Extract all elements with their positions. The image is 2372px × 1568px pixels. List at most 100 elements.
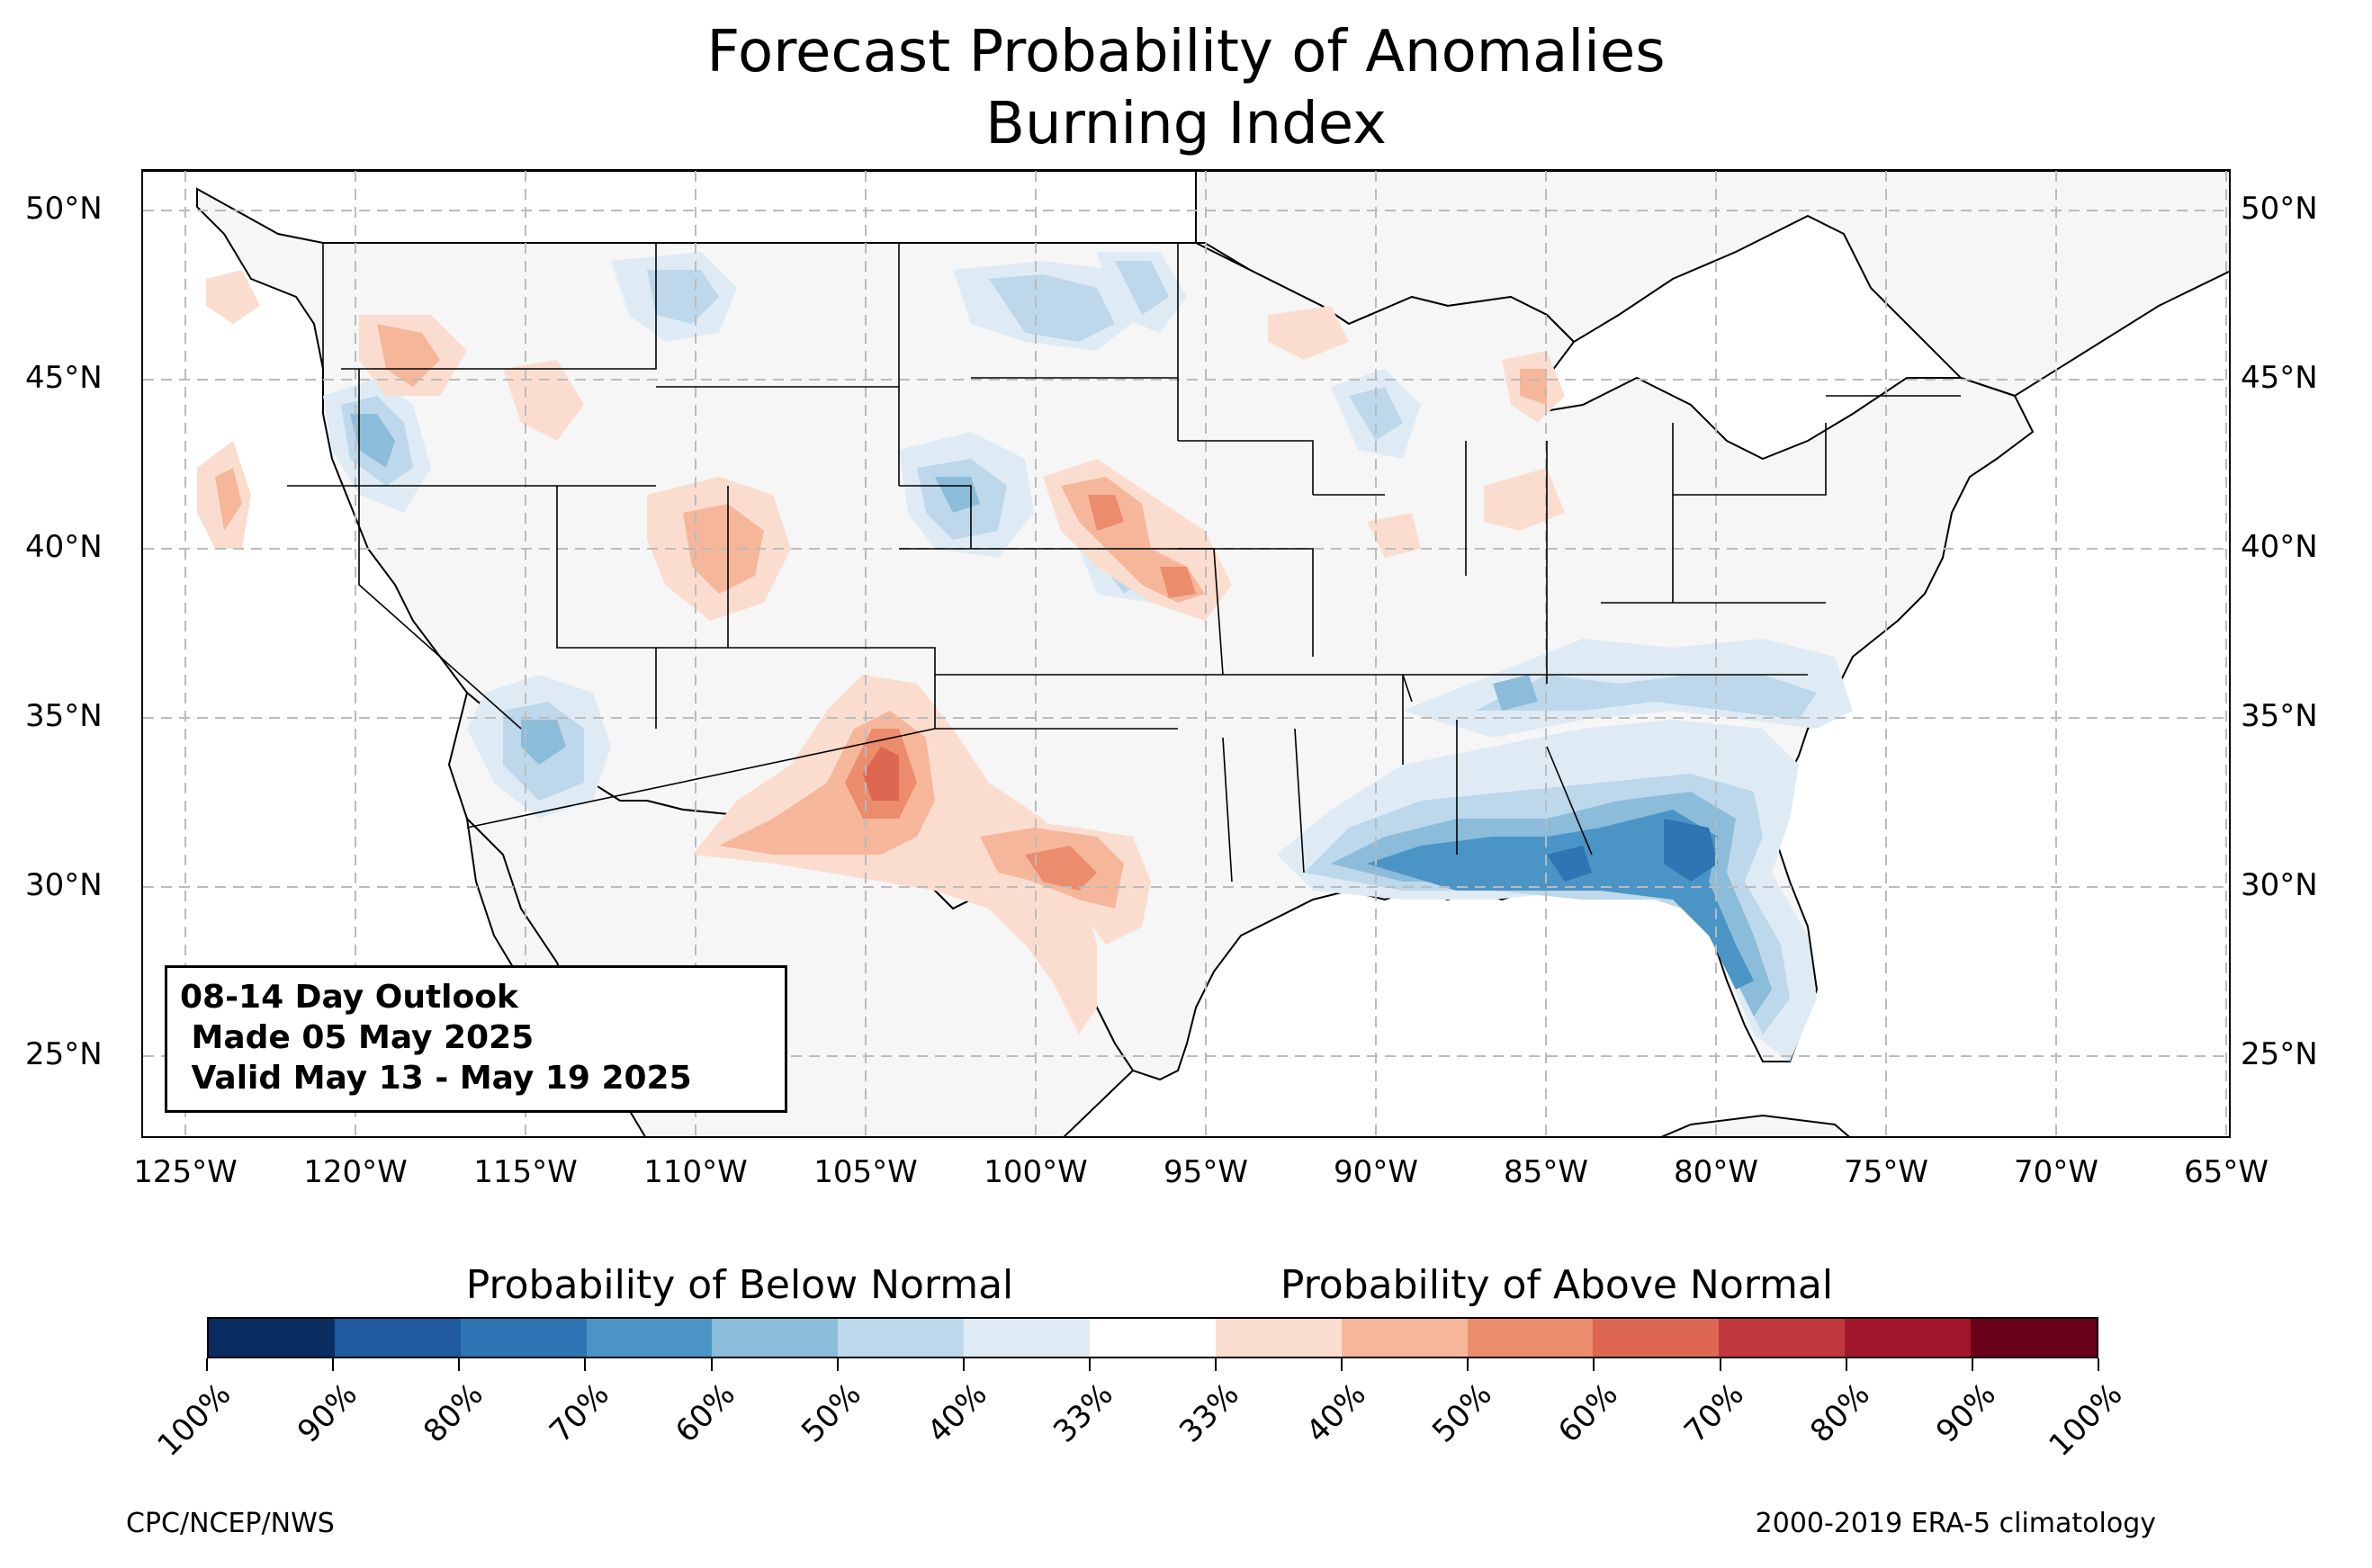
arizona-below-60 [521,720,566,765]
lon-label-125w: 125°W [133,1154,238,1190]
lon-label-85w: 85°W [1504,1154,1588,1190]
lat-label-right-30: 30°N [2241,867,2318,903]
colorbar-segment [460,1319,587,1357]
outlook-info-box: 08-14 Day Outlook Made 05 May 2025 Valid… [165,965,787,1113]
colorbar-tick [332,1358,335,1371]
title-line-1: Forecast Probability of Anomalies [706,19,1666,85]
idaho-below-60 [350,414,395,468]
colorbar-segment [838,1319,965,1357]
tennessee-below-50 [1475,675,1817,720]
colorbar-tick [1845,1358,1847,1371]
colorbar-tick [1341,1358,1343,1371]
idaho-above-50 [377,324,440,387]
cuba-landmass [1660,1114,1850,1136]
colorbar-tick-label: 50% [1424,1376,1499,1450]
lon-label-95w: 95°W [1164,1154,1248,1190]
lon-label-115w: 115°W [473,1154,578,1190]
valid-dates: Valid May 13 - May 19 2025 [180,1060,692,1097]
colorbar-tick [1593,1358,1595,1371]
lon-label-65w: 65°W [2184,1154,2269,1190]
colorbar-tick [1971,1358,1973,1371]
colorbar-tick [710,1358,713,1371]
lat-label-left-50: 50°N [25,191,103,227]
colorbar-tick-label: 40% [1298,1376,1373,1450]
newmexico-above-70 [863,747,899,801]
kansas-above-60 [1088,495,1124,531]
colorbar-tick-label: 70% [1677,1376,1751,1450]
lat-label-left-40: 40°N [25,529,103,565]
probability-colorbar [207,1317,2098,1358]
illinois-above-40 [1367,513,1421,558]
lon-label-70w: 70°W [2014,1154,2098,1190]
newmexico-above-40 [692,675,1097,1035]
colorbar-segment [1215,1319,1342,1357]
lat-label-right-45: 45°N [2241,360,2318,396]
colorbar-tick-label: 40% [921,1376,995,1450]
colorbar-tick-label: 60% [669,1376,742,1450]
lon-label-80w: 80°W [1674,1154,1758,1190]
colorbar-segment [1467,1319,1594,1357]
colorbar-tick-label: 33% [1173,1376,1247,1450]
colorbar-tick [1088,1358,1091,1371]
lon-label-75w: 75°W [1844,1154,1928,1190]
michigan-above-50 [1520,369,1547,405]
colorbar-segment [1090,1319,1216,1357]
lat-label-left-45: 45°N [25,360,103,396]
lat-label-right-25: 25°N [2241,1036,2318,1072]
lat-label-right-50: 50°N [2241,191,2318,227]
lat-label-left-30: 30°N [25,867,103,903]
dakota-below-50 [989,274,1115,342]
colorbar-segment [964,1319,1091,1357]
figure-title: Forecast Probability of Anomalies Burnin… [0,16,2372,160]
colorbar-segment [1971,1319,2097,1357]
texas-above-60 [1025,846,1097,891]
lon-label-105w: 105°W [813,1154,918,1190]
indiana-above-40 [1484,468,1565,531]
colorbar-tick [1215,1358,1217,1371]
lon-label-90w: 90°W [1334,1154,1418,1190]
lon-label-120w: 120°W [303,1154,408,1190]
colorbar-tick [2098,1358,2099,1371]
wa-above-40 [206,270,260,324]
colorbar-tick [836,1358,839,1371]
colorbar-tick [584,1358,587,1371]
title-line-2: Burning Index [985,91,1387,157]
colorbar-tick-label: 80% [1803,1376,1878,1450]
colorbar-tick [1719,1358,1721,1371]
colorbar-tick-label: 100% [2042,1376,2130,1465]
colorbar-segment [209,1319,335,1357]
colorbar-segment [586,1319,713,1357]
alabama-below-70 [1547,846,1592,882]
georgia-below-80 [1664,819,1718,882]
colorbar-tick [1467,1358,1469,1371]
colorbar-tick-label: 80% [416,1376,490,1450]
colorbar-segment [1719,1319,1846,1357]
lat-label-left-35: 35°N [25,698,103,734]
oregon-above-50 [215,468,242,531]
lat-label-right-35: 35°N [2241,698,2318,734]
colorbar-tick-label: 50% [795,1376,868,1450]
colorbar-tick-label: 33% [1047,1376,1121,1450]
colorbar-tick-label: 70% [542,1376,616,1450]
lat-label-left-25: 25°N [25,1036,103,1072]
below-normal-heading: Probability of Below Normal [465,1262,1014,1308]
outlook-period: 08-14 Day Outlook [180,979,518,1016]
colorbar-tick [458,1358,461,1371]
tennessee-below-60 [1493,675,1538,711]
kansas-above-60b [1160,567,1196,598]
lat-label-right-40: 40°N [2241,529,2318,565]
minnesota-below-50 [1115,261,1169,315]
credit-climatology: 2000-2019 ERA-5 climatology [1755,1508,2156,1539]
above-normal-heading: Probability of Above Normal [1280,1262,1834,1308]
made-date: Made 05 May 2025 [180,1019,535,1056]
colorbar-tick-label: 90% [1929,1376,2004,1450]
colorbar-segment [1593,1319,1720,1357]
lon-label-110w: 110°W [643,1154,748,1190]
colorbar-tick-label: 90% [290,1376,364,1450]
colorbar-segment [1845,1319,1972,1357]
montana-below-50 [647,270,719,324]
colorbar-segment [334,1319,461,1357]
colorbar-tick [206,1358,208,1371]
colorbar-tick-label: 100% [150,1376,238,1465]
